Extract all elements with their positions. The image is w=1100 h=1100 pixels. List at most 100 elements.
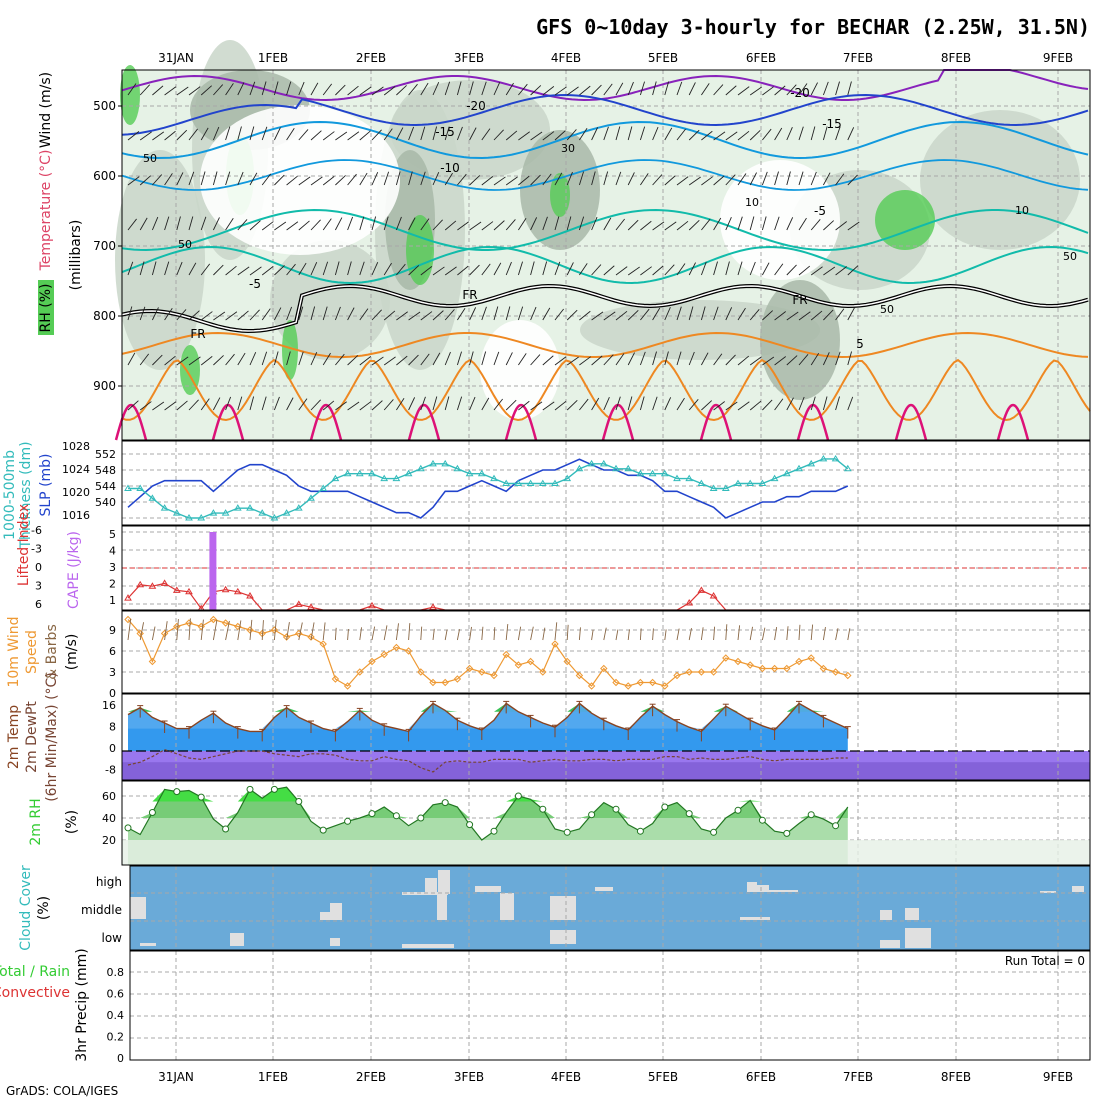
wind-barb [505, 176, 518, 186]
run-total-label: Run Total = 0 [1005, 954, 1085, 968]
cloud-bar [740, 917, 770, 920]
wind-barb [200, 127, 209, 141]
wind-barb [237, 126, 242, 141]
wind-barb [835, 221, 847, 231]
wind-barb [822, 352, 830, 366]
wind-barb [383, 399, 394, 411]
wind-speed-marker [685, 668, 693, 676]
wind-barb [164, 261, 170, 276]
wind-speed-marker [661, 682, 669, 690]
cloud-level-label: middle [81, 903, 122, 917]
wind-tick-label: 9 [109, 624, 116, 637]
rh-tick-label: 20 [102, 834, 116, 847]
wind-barb [676, 351, 682, 366]
wind-barb [481, 397, 490, 411]
thickness-marker [612, 464, 620, 472]
rh-moist-shade [180, 345, 200, 395]
wind-barb [347, 173, 357, 186]
wind-barb [676, 263, 686, 276]
wind-speed-marker [124, 615, 132, 624]
wind-barb [188, 216, 194, 231]
wind-barb [188, 356, 201, 366]
wind-barb [737, 261, 743, 276]
slp-label: SLP (mb) [38, 453, 54, 516]
wind-barb-10m [554, 622, 558, 641]
thickness-marker [246, 504, 254, 511]
wind-barb [335, 401, 347, 411]
wind-barb [639, 351, 646, 366]
wind-barb [310, 262, 318, 276]
upper-air-panel: -20-20-15-15-10-5-55FRFRFR50503010105050… [38, 40, 1091, 441]
chart-title: GFS 0~10day 3-hourly for BECHAR (2.25W, … [536, 15, 1090, 39]
rh-shade [580, 300, 820, 360]
wind-barb [603, 265, 615, 276]
wind-barb [701, 176, 713, 186]
wind-barb [286, 128, 295, 141]
temp-contour-15 [114, 403, 148, 441]
wind-speed-marker [831, 668, 840, 676]
lifted-tick-label: 6 [35, 598, 42, 611]
wind-speed-marker [295, 629, 303, 638]
wind-barb [383, 128, 393, 141]
cloud-bar [330, 903, 342, 920]
wind-speed-marker [587, 682, 596, 690]
temperature-legend-label: Temperature (°C) [38, 150, 54, 272]
wind-barb-10m [713, 626, 716, 641]
thickness-marker [368, 469, 376, 477]
wind-barb-10m [261, 620, 264, 641]
rh-shade [270, 240, 390, 360]
rh-marker [197, 793, 205, 801]
wind-barb [383, 216, 389, 231]
wind-barb-10m [127, 618, 132, 641]
wind-speed-marker [734, 657, 742, 666]
wind-barb-10m [212, 619, 218, 641]
wind-barb [603, 126, 609, 141]
wind-barb [566, 216, 572, 231]
wind-speed-marker [844, 671, 852, 680]
wind-barb [749, 86, 762, 96]
date-label-top: 4FEB [551, 51, 581, 65]
wind-barb [554, 216, 560, 231]
temp-contour-15 [309, 403, 343, 441]
wind-barb [456, 126, 463, 141]
wind-barb [469, 127, 477, 141]
temp-label-line1: 2m Temp [6, 705, 22, 769]
lifted-index-marker [697, 586, 706, 593]
wind-barb [774, 216, 780, 231]
thickness-marker [172, 509, 181, 516]
wind-barb [493, 351, 500, 366]
wind-barb [676, 397, 685, 411]
wind-barb [408, 397, 416, 411]
wind-barb-10m [408, 623, 411, 641]
wind-barb [469, 264, 480, 276]
wind-barb [566, 309, 578, 321]
wind-barb [762, 310, 774, 321]
wind-barb [139, 353, 150, 366]
wind-speed-marker [783, 664, 791, 673]
rh-contour-label: 10 [1015, 204, 1029, 217]
pressure-tick-label: 900 [93, 379, 116, 393]
thickness-marker [575, 464, 584, 472]
rh-marker [466, 821, 474, 829]
lifted-index-marker [685, 599, 694, 606]
wind-barb [383, 171, 390, 186]
cape-tick-label: 3 [109, 561, 116, 574]
wind-barb [640, 266, 652, 276]
wind-barb [701, 218, 711, 231]
wind-barb [176, 356, 189, 366]
lifted-index-marker [294, 600, 303, 607]
wind-barb [578, 171, 584, 186]
wind-barb [139, 84, 151, 96]
temp-label-line3: (6hr Min/Max) (°C) [44, 672, 60, 802]
lifted-index-marker [185, 587, 193, 595]
wind-barb-10m [188, 618, 191, 641]
wind-barb [261, 173, 272, 186]
rh-marker [685, 810, 693, 818]
wind-barb [810, 219, 821, 231]
wind-barb [798, 265, 811, 276]
wind-barb [505, 306, 511, 321]
wind-barb [835, 173, 845, 186]
rh-label-line1: 2m RH [28, 798, 44, 845]
wind-barb [152, 85, 164, 96]
